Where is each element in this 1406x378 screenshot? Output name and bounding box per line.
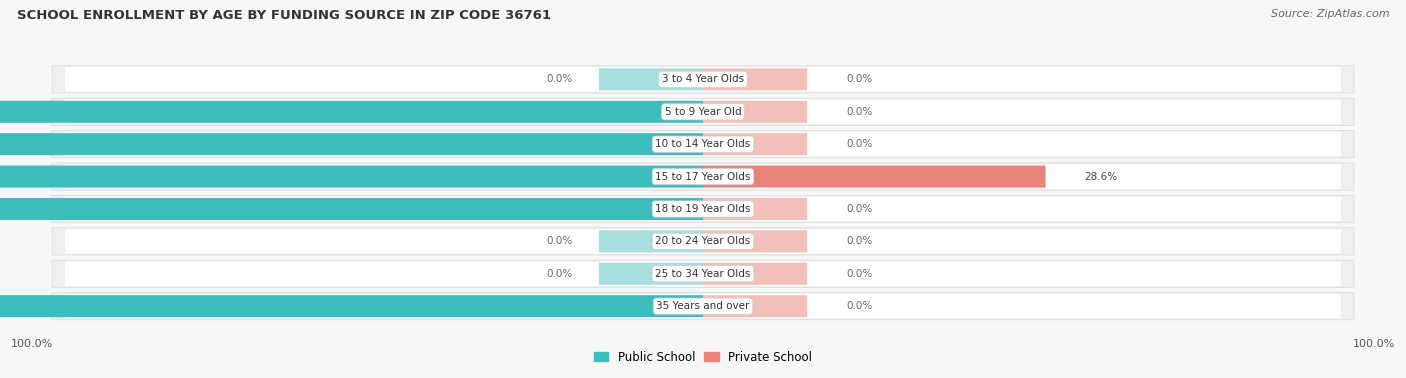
FancyBboxPatch shape xyxy=(599,68,703,90)
Text: 10 to 14 Year Olds: 10 to 14 Year Olds xyxy=(655,139,751,149)
FancyBboxPatch shape xyxy=(0,198,703,220)
FancyBboxPatch shape xyxy=(65,262,1341,286)
FancyBboxPatch shape xyxy=(52,98,1354,125)
Text: 18 to 19 Year Olds: 18 to 19 Year Olds xyxy=(655,204,751,214)
Text: 35 Years and over: 35 Years and over xyxy=(657,301,749,311)
Text: Source: ZipAtlas.com: Source: ZipAtlas.com xyxy=(1271,9,1389,19)
Text: 0.0%: 0.0% xyxy=(846,204,873,214)
FancyBboxPatch shape xyxy=(703,263,807,285)
Text: 15 to 17 Year Olds: 15 to 17 Year Olds xyxy=(655,172,751,181)
Text: 5 to 9 Year Old: 5 to 9 Year Old xyxy=(665,107,741,117)
Text: 25 to 34 Year Olds: 25 to 34 Year Olds xyxy=(655,269,751,279)
FancyBboxPatch shape xyxy=(0,295,703,317)
FancyBboxPatch shape xyxy=(52,163,1354,190)
Text: 28.6%: 28.6% xyxy=(1084,172,1118,181)
Text: SCHOOL ENROLLMENT BY AGE BY FUNDING SOURCE IN ZIP CODE 36761: SCHOOL ENROLLMENT BY AGE BY FUNDING SOUR… xyxy=(17,9,551,22)
Text: 0.0%: 0.0% xyxy=(846,74,873,84)
Text: 0.0%: 0.0% xyxy=(846,107,873,117)
Text: 0.0%: 0.0% xyxy=(547,269,572,279)
FancyBboxPatch shape xyxy=(52,260,1354,287)
FancyBboxPatch shape xyxy=(703,198,807,220)
FancyBboxPatch shape xyxy=(599,263,703,285)
FancyBboxPatch shape xyxy=(599,230,703,253)
Text: 0.0%: 0.0% xyxy=(846,269,873,279)
FancyBboxPatch shape xyxy=(65,229,1341,254)
FancyBboxPatch shape xyxy=(0,133,703,155)
FancyBboxPatch shape xyxy=(65,132,1341,156)
Text: 0.0%: 0.0% xyxy=(846,301,873,311)
Text: 0.0%: 0.0% xyxy=(547,236,572,246)
FancyBboxPatch shape xyxy=(52,228,1354,255)
FancyBboxPatch shape xyxy=(703,133,807,155)
FancyBboxPatch shape xyxy=(0,101,703,123)
FancyBboxPatch shape xyxy=(65,164,1341,189)
FancyBboxPatch shape xyxy=(703,101,807,123)
FancyBboxPatch shape xyxy=(65,67,1341,92)
Text: 0.0%: 0.0% xyxy=(846,139,873,149)
FancyBboxPatch shape xyxy=(52,66,1354,93)
FancyBboxPatch shape xyxy=(52,293,1354,320)
FancyBboxPatch shape xyxy=(52,130,1354,158)
Text: 100.0%: 100.0% xyxy=(11,339,53,349)
FancyBboxPatch shape xyxy=(52,195,1354,223)
FancyBboxPatch shape xyxy=(703,166,1046,187)
Text: 100.0%: 100.0% xyxy=(1353,339,1395,349)
Legend: Public School, Private School: Public School, Private School xyxy=(589,346,817,368)
Text: 0.0%: 0.0% xyxy=(846,236,873,246)
FancyBboxPatch shape xyxy=(65,197,1341,221)
FancyBboxPatch shape xyxy=(703,68,807,90)
Text: 20 to 24 Year Olds: 20 to 24 Year Olds xyxy=(655,236,751,246)
Text: 3 to 4 Year Olds: 3 to 4 Year Olds xyxy=(662,74,744,84)
FancyBboxPatch shape xyxy=(703,295,807,317)
Text: 0.0%: 0.0% xyxy=(547,74,572,84)
FancyBboxPatch shape xyxy=(65,294,1341,319)
FancyBboxPatch shape xyxy=(703,230,807,253)
FancyBboxPatch shape xyxy=(0,166,703,187)
FancyBboxPatch shape xyxy=(65,99,1341,124)
